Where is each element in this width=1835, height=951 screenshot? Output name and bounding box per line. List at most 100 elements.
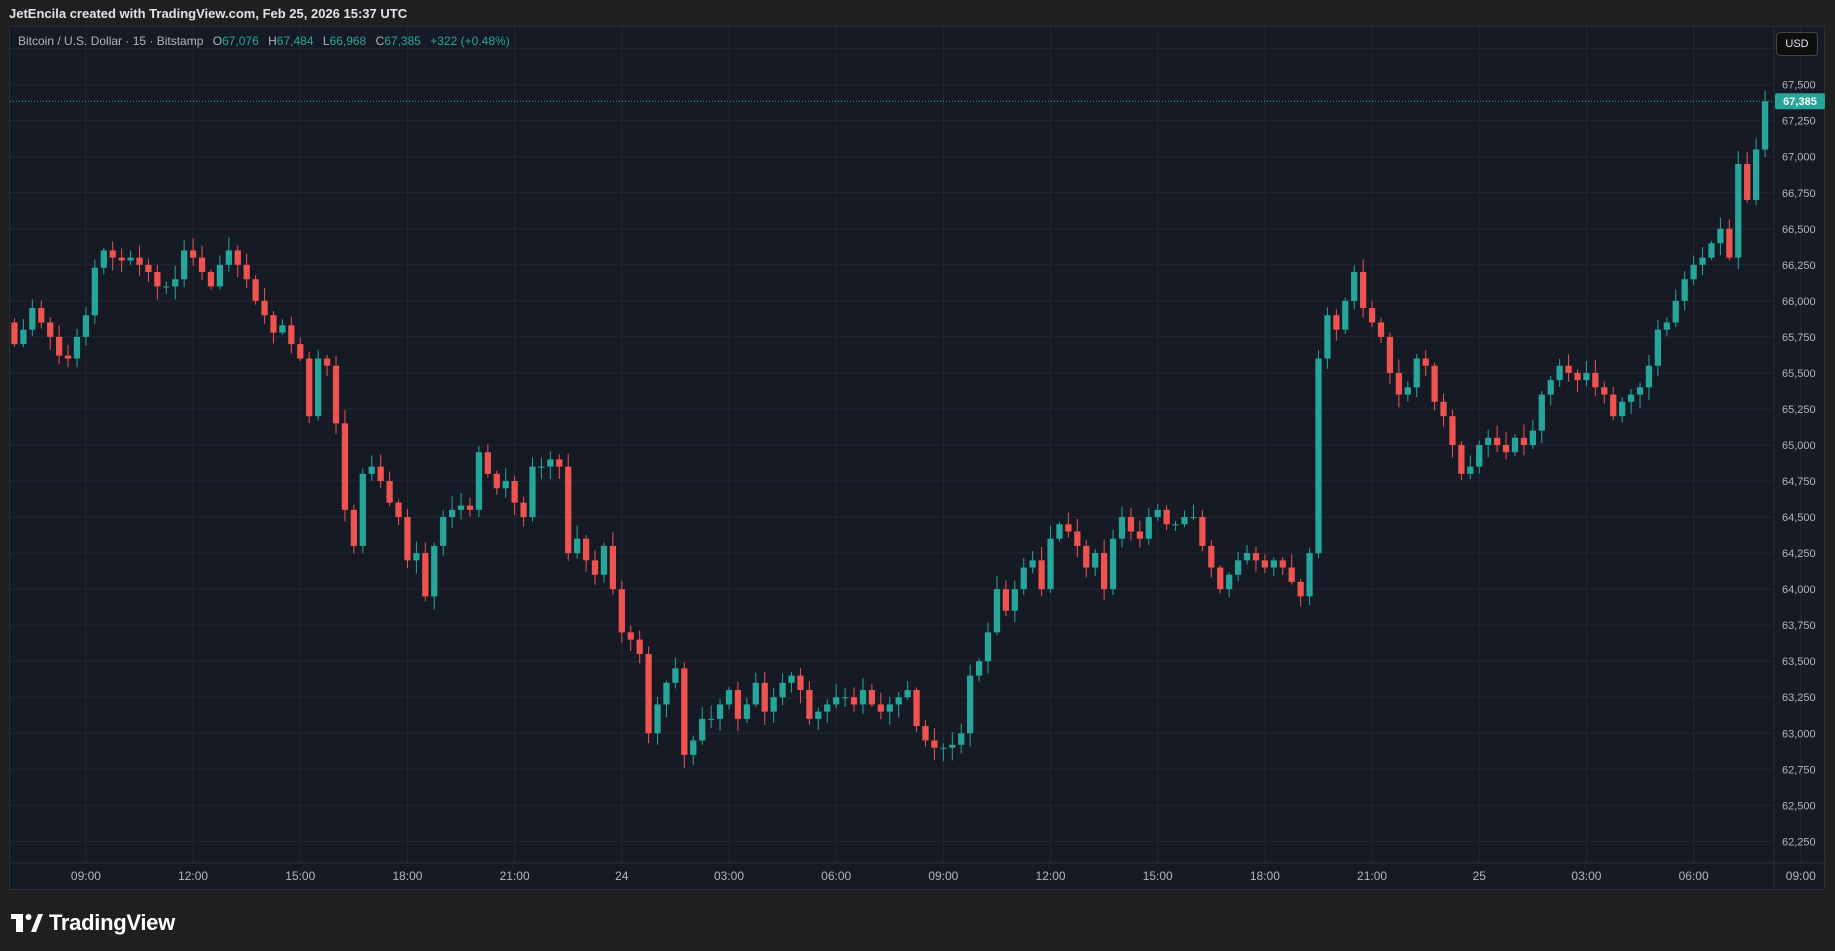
candle-body (1351, 272, 1358, 301)
candle-body (556, 459, 563, 467)
open-value: 67,076 (222, 34, 259, 48)
candle-body (1047, 538, 1054, 590)
y-tick-label: 62,750 (1782, 764, 1816, 776)
candle-body (136, 257, 143, 265)
candle-body (1386, 336, 1394, 373)
candle-body (1020, 567, 1027, 590)
candle-body (1547, 380, 1554, 395)
last-price-badge (1775, 93, 1825, 110)
candle-body (118, 257, 125, 261)
candle-body (1636, 387, 1644, 395)
candle-body (198, 257, 206, 273)
candle-body (609, 545, 617, 590)
candle-body (708, 718, 715, 720)
candle-body (1761, 101, 1769, 150)
candle-body (806, 690, 813, 719)
candle-body (502, 481, 509, 489)
candle-body (1502, 445, 1510, 453)
candle-body (1199, 517, 1206, 546)
candle-body (359, 473, 366, 546)
currency-button[interactable]: USD (1776, 32, 1818, 56)
candle-body (725, 690, 733, 705)
candle-body (1342, 300, 1349, 330)
candle-body (699, 718, 706, 741)
chart-pane[interactable]: 62,250 62,500 62,750 63,000 63,250 63,500 63,7… (9, 26, 1826, 891)
candle-body (323, 358, 331, 366)
candle-body (529, 466, 536, 518)
change-value: +322 (+0.48%) (430, 34, 510, 48)
candle-body (815, 711, 822, 719)
candle-body (1270, 560, 1277, 568)
candle-body (1538, 394, 1545, 431)
candle-body (11, 322, 18, 345)
candle-body (1717, 228, 1724, 244)
candle-body (1592, 372, 1599, 388)
close-label: C (375, 34, 385, 48)
candlestick-chart[interactable]: 62,250 62,500 62,750 63,000 63,250 63,500 63,7… (10, 27, 1826, 891)
x-tick-label: 09:00 (1786, 869, 1816, 883)
candle-body (154, 272, 161, 287)
y-tick-label: 65,750 (1782, 332, 1816, 344)
candle-body (859, 690, 867, 705)
y-tick-label: 64,500 (1782, 512, 1816, 524)
candle-body (172, 279, 179, 287)
x-tick-label: 06:00 (1679, 869, 1709, 883)
candle-body (47, 322, 54, 337)
candle-body (1190, 517, 1197, 519)
candle-body (440, 517, 447, 546)
y-tick-label: 65,500 (1782, 368, 1816, 380)
y-tick-label: 62,250 (1782, 836, 1816, 848)
candle-body (1145, 517, 1152, 539)
candle-body (877, 704, 884, 712)
candle-body (618, 589, 625, 633)
candle-body (163, 286, 170, 288)
candle-body (1574, 372, 1581, 381)
candle-body (734, 690, 742, 719)
candle-body (484, 452, 491, 474)
candle-body (448, 509, 456, 518)
candle-body (1118, 517, 1126, 539)
candle-body (788, 675, 795, 683)
candle-body (1261, 560, 1269, 568)
candle-body (1610, 394, 1617, 417)
candle-body (1663, 322, 1670, 330)
x-tick-label: 12:00 (1036, 869, 1066, 883)
candle-body (91, 267, 98, 316)
candle-body (1654, 329, 1662, 366)
x-tick-label: 21:00 (500, 869, 530, 883)
candle-body (636, 639, 643, 654)
candle-body (38, 308, 45, 323)
candle-body (1672, 300, 1679, 323)
candle-body (1601, 387, 1608, 395)
candle-body (591, 560, 599, 575)
candle-body (1681, 279, 1688, 301)
last-price-label: 67,385 (1783, 96, 1817, 108)
y-tick-label: 67,500 (1782, 80, 1816, 92)
candle-body (1619, 401, 1626, 417)
candle-body (1458, 445, 1465, 474)
candle-body (1583, 372, 1590, 381)
x-tick-label: 03:00 (714, 869, 744, 883)
symbol-name[interactable]: Bitcoin / U.S. Dollar · 15 · Bitstamp (18, 34, 204, 48)
candle-body (315, 358, 322, 417)
y-tick-label: 63,750 (1782, 620, 1816, 632)
candle-body (600, 545, 608, 575)
candle-body (743, 704, 750, 719)
candle-body (1154, 509, 1161, 518)
y-tick-label: 65,000 (1782, 440, 1816, 452)
y-tick-label: 64,000 (1782, 584, 1816, 596)
candle-body (234, 250, 241, 265)
candle-body (306, 358, 313, 417)
x-tick-label: 03:00 (1571, 869, 1601, 883)
candle-body (493, 473, 500, 489)
high-label: H (268, 34, 277, 48)
candle-body (1690, 264, 1697, 280)
candle-body (1422, 358, 1429, 366)
candle-body (967, 675, 974, 734)
candle-body (1092, 553, 1099, 568)
candle-body (833, 697, 840, 705)
candle-body (1726, 228, 1733, 258)
low-label: L (322, 34, 330, 48)
candle-body (457, 505, 465, 510)
x-tick-label: 18:00 (392, 869, 422, 883)
